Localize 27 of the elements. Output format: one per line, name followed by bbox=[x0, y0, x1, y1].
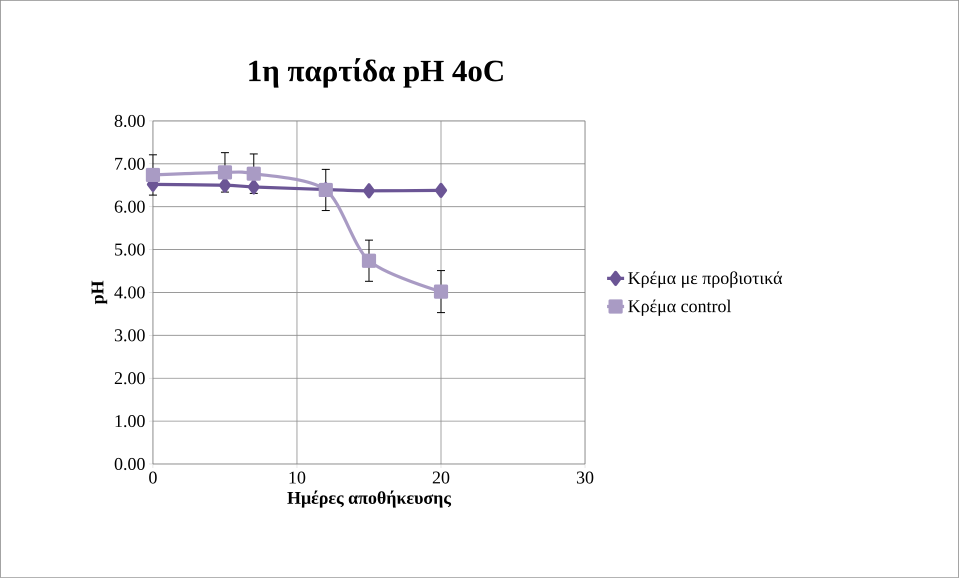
point bbox=[434, 182, 448, 198]
y-tick-label: 3.00 bbox=[114, 329, 145, 342]
x-tick-label: 20 bbox=[432, 472, 450, 484]
y-tick-label: 4.00 bbox=[114, 286, 145, 299]
y-tick-label: 8.00 bbox=[114, 114, 145, 128]
y-tick-label: 5.00 bbox=[115, 244, 145, 256]
y-axis-title: pH bbox=[92, 280, 108, 304]
point bbox=[218, 165, 232, 180]
legend-label: Κρέμα με προβιοτικά bbox=[628, 271, 782, 288]
point bbox=[362, 183, 376, 198]
y-tick-label: 0.00 bbox=[114, 458, 145, 470]
y-tick-label: 2.00 bbox=[114, 372, 145, 384]
x-tick-label: 0 bbox=[149, 472, 157, 484]
legend-label: Κρέμα control bbox=[628, 299, 732, 316]
y-tick-label: 6.00 bbox=[114, 200, 145, 213]
x-tick-label: 10 bbox=[290, 472, 306, 484]
point bbox=[146, 168, 160, 182]
x-axis-title: Ημέρες αποθήκευσης bbox=[287, 490, 452, 508]
x-tick-label: 30 bbox=[576, 472, 594, 484]
point bbox=[434, 284, 448, 299]
y-tick-label: 1.00 bbox=[116, 415, 145, 428]
chart-title: 1η παρτίδα pH 4oC bbox=[249, 58, 503, 88]
point bbox=[362, 254, 376, 268]
point bbox=[246, 166, 261, 181]
point bbox=[218, 178, 232, 193]
point bbox=[248, 179, 260, 195]
y-tick-label: 7.00 bbox=[115, 158, 145, 170]
